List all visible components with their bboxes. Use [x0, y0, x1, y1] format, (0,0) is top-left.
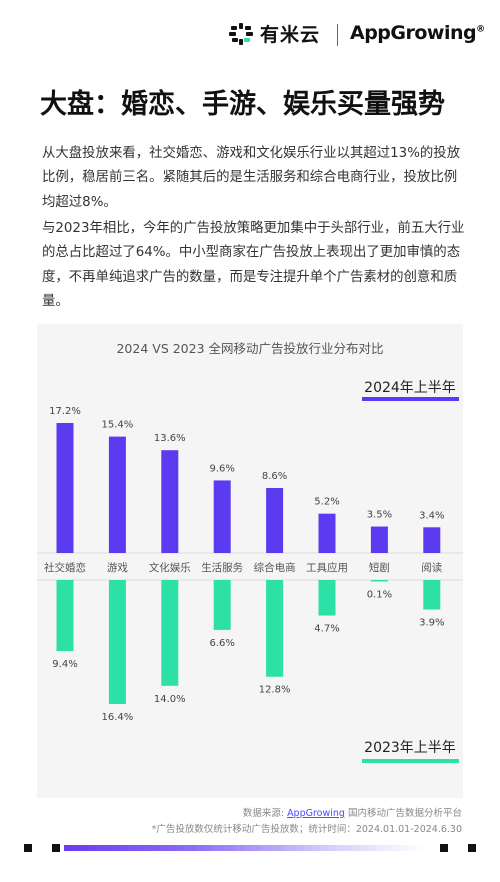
- bar-2023: [56, 580, 74, 652]
- bar-2023: [213, 580, 231, 630]
- bar-2024: [108, 436, 126, 553]
- youmi-logo-text: 有米云: [260, 24, 321, 46]
- bar-2023: [266, 580, 284, 677]
- bar-2023: [370, 580, 388, 582]
- footer-gradient: [64, 845, 424, 851]
- data-label-2023: 3.9%: [419, 617, 444, 628]
- youmi-logo-icon: [229, 22, 253, 45]
- data-label-2023: 16.4%: [102, 712, 134, 723]
- footer-square-left-2: [52, 844, 60, 852]
- category-label: 工具应用: [306, 561, 348, 574]
- page-title: 大盘：婚恋、手游、娱乐买量强势: [40, 89, 445, 120]
- data-label-2023: 6.6%: [209, 638, 234, 649]
- data-label-2024: 17.2%: [49, 406, 81, 417]
- body-paragraph-2: 与2023年相比，今年的广告投放策略更加集中于头部行业，前五大行业的总占比超过了…: [42, 221, 465, 310]
- data-label-2023: 4.7%: [314, 624, 339, 635]
- footer-bar: [24, 844, 476, 852]
- youmi-logo[interactable]: 有米云: [228, 20, 320, 47]
- bar-2024: [266, 488, 284, 553]
- data-label-2023: 12.8%: [259, 685, 291, 696]
- bar-2024: [370, 526, 388, 553]
- legend-2023-underline: [362, 759, 459, 763]
- appgrowing-logo-text: AppGrowing: [350, 22, 477, 44]
- bar-2024: [318, 513, 336, 553]
- data-label-2024: 3.4%: [419, 510, 444, 521]
- bars-group: 社交婚恋 17.2% 9.4% 游戏 15.4% 16.4% 文化娱乐 13.6% 14.0% 生…: [44, 406, 445, 723]
- bar-2024: [213, 480, 231, 553]
- category-label: 游戏: [107, 561, 128, 574]
- legend-2023-label: 2023年上半年: [364, 740, 456, 756]
- data-label-2024: 3.5%: [367, 510, 392, 521]
- logo-divider: [337, 24, 338, 46]
- data-label-2024: 8.6%: [262, 471, 287, 482]
- data-label-2023: 9.4%: [52, 659, 77, 670]
- data-label-2024: 13.6%: [154, 433, 186, 444]
- header: 有米云 AppGrowing®: [0, 18, 500, 52]
- category-label: 文化娱乐: [149, 561, 191, 574]
- bar-2023: [423, 580, 441, 610]
- legend-2024-underline: [362, 397, 459, 401]
- body-paragraph-1: 从大盘投放来看，社交婚恋、游戏和文化娱乐行业以其超过13%的投放比例，稳居前三名…: [42, 146, 461, 210]
- bar-2024: [56, 423, 74, 553]
- legend-2024: 2024年上半年: [362, 380, 459, 401]
- source-prefix: 数据来源:: [242, 808, 285, 819]
- category-label: 阅读: [421, 561, 442, 574]
- legend-2023: 2023年上半年: [362, 740, 459, 763]
- bar-chart: 2024 VS 2023 全网移动广告投放行业分布对比 2024年上半年 202…: [37, 341, 463, 763]
- category-label: 生活服务: [201, 561, 243, 574]
- data-label-2024: 15.4%: [102, 420, 134, 431]
- bar-2023: [161, 580, 179, 686]
- data-source: 数据来源: AppGrowing 国内移动广告数据分析平台 *广告投放数仅统计移…: [152, 806, 462, 838]
- chart-panel: 2024 VS 2023 全网移动广告投放行业分布对比 2024年上半年 202…: [37, 324, 463, 798]
- footer-square-right: [440, 844, 448, 852]
- category-label: 综合电商: [254, 561, 296, 574]
- footer-square-right-2: [468, 844, 476, 852]
- data-label-2023: 14.0%: [154, 694, 186, 705]
- appgrowing-logo[interactable]: AppGrowing®: [350, 22, 485, 44]
- source-line: 数据来源: AppGrowing 国内移动广告数据分析平台: [152, 806, 462, 822]
- legend-2024-label: 2024年上半年: [364, 380, 456, 396]
- category-label: 社交婚恋: [44, 561, 86, 574]
- data-label-2024: 5.2%: [314, 497, 339, 508]
- bar-2023: [318, 580, 336, 616]
- bar-2024: [423, 527, 441, 553]
- registered-mark: ®: [476, 24, 485, 35]
- data-label-2024: 9.6%: [209, 463, 234, 474]
- footer-square-left: [24, 844, 32, 852]
- category-label: 短剧: [369, 561, 390, 574]
- source-link[interactable]: AppGrowing: [287, 808, 345, 819]
- bar-2023: [108, 580, 126, 704]
- data-label-2023: 0.1%: [367, 590, 392, 601]
- source-suffix: 国内移动广告数据分析平台: [347, 808, 462, 819]
- source-note: *广告投放数仅统计移动广告投放数；统计时间：2024.01.01-2024.6.…: [151, 824, 462, 835]
- bar-2024: [161, 450, 179, 553]
- chart-title: 2024 VS 2023 全网移动广告投放行业分布对比: [116, 341, 383, 356]
